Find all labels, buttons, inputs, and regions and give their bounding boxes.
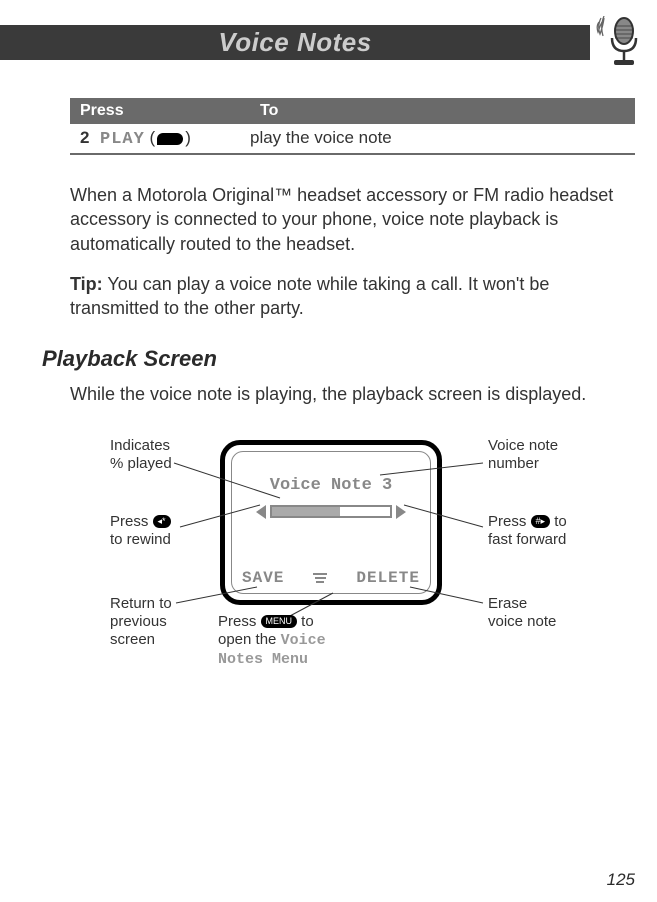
softkey-save: SAVE <box>242 569 284 587</box>
content-area: Press To 2 PLAY () play the voice note W… <box>70 98 635 725</box>
page-title: Voice Notes <box>0 25 590 60</box>
step-number: 2 <box>70 128 100 149</box>
label-ff-l1: Press <box>488 513 531 530</box>
step-action: PLAY () <box>100 128 250 149</box>
label-vnnum-l1: Voice note <box>488 437 558 454</box>
menu-key-icon: MENU <box>261 615 298 628</box>
label-erase: Erase voice note <box>488 595 583 631</box>
label-rewind-l2: to rewind <box>110 531 171 548</box>
label-return-l1: Return to <box>110 595 172 612</box>
tip-label: Tip: <box>70 274 103 294</box>
label-rewind: Press ◂* to rewind <box>110 513 200 549</box>
label-vnnum-l2: number <box>488 455 539 472</box>
label-menu: Press MENU to open the Voice Notes Menu <box>218 613 368 669</box>
label-return: Return to previous screen <box>110 595 205 649</box>
progress-fill <box>272 507 340 516</box>
label-erase-l1: Erase <box>488 595 527 612</box>
label-erase-l2: voice note <box>488 613 556 630</box>
section-heading: Playback Screen <box>42 346 635 372</box>
label-pct-l2: % played <box>110 455 172 472</box>
softkey-row: SAVE DELETE <box>242 569 420 587</box>
paren-close: ) <box>185 128 191 147</box>
page-number: 125 <box>607 870 635 890</box>
hash-key-icon: #▸ <box>531 515 551 528</box>
paragraph-tip: Tip: You can play a voice note while tak… <box>70 272 635 321</box>
softkey-icon <box>157 133 183 145</box>
paragraph-headset: When a Motorola Original™ headset access… <box>70 183 635 256</box>
table-header-to: To <box>250 98 635 124</box>
progress-container <box>256 504 406 520</box>
label-return-l2: previous <box>110 613 167 630</box>
section-intro: While the voice note is playing, the pla… <box>70 382 635 406</box>
progress-bar <box>270 505 392 518</box>
phone-frame: Voice Note 3 SAVE DELETE <box>220 440 442 605</box>
voice-note-title: Voice Note 3 <box>232 476 430 495</box>
label-menu-l3b: Voice <box>281 632 326 649</box>
step-result: play the voice note <box>250 128 635 149</box>
label-percent-played: Indicates % played <box>110 437 190 473</box>
table-row: 2 PLAY () play the voice note <box>70 124 635 155</box>
rewind-arrow-icon <box>256 505 266 519</box>
label-menu-l2: to <box>297 613 314 630</box>
playback-diagram: Voice Note 3 SAVE DELETE <box>70 435 635 725</box>
table-header: Press To <box>70 98 635 124</box>
label-pct-l1: Indicates <box>110 437 170 454</box>
label-ff-l2: to <box>550 513 567 530</box>
label-menu-l1: Press <box>218 613 261 630</box>
label-rewind-l1: Press <box>110 513 153 530</box>
label-menu-l4: Notes Menu <box>218 651 308 668</box>
forward-arrow-icon <box>396 505 406 519</box>
phone-screen: Voice Note 3 SAVE DELETE <box>231 451 431 594</box>
label-ff-l3: fast forward <box>488 531 566 548</box>
label-voice-note-number: Voice note number <box>488 437 583 473</box>
label-return-l3: screen <box>110 631 155 648</box>
play-label: PLAY <box>100 130 145 149</box>
microphone-icon <box>594 16 639 71</box>
paren-open: ( <box>150 128 156 147</box>
label-fast-forward: Press #▸ to fast forward <box>488 513 598 549</box>
menu-icon <box>313 573 327 583</box>
label-menu-l3a: open the <box>218 631 281 648</box>
softkey-delete: DELETE <box>356 569 420 587</box>
star-key-icon: ◂* <box>153 515 171 528</box>
tip-text: You can play a voice note while taking a… <box>70 274 549 318</box>
table-header-press: Press <box>70 98 250 124</box>
